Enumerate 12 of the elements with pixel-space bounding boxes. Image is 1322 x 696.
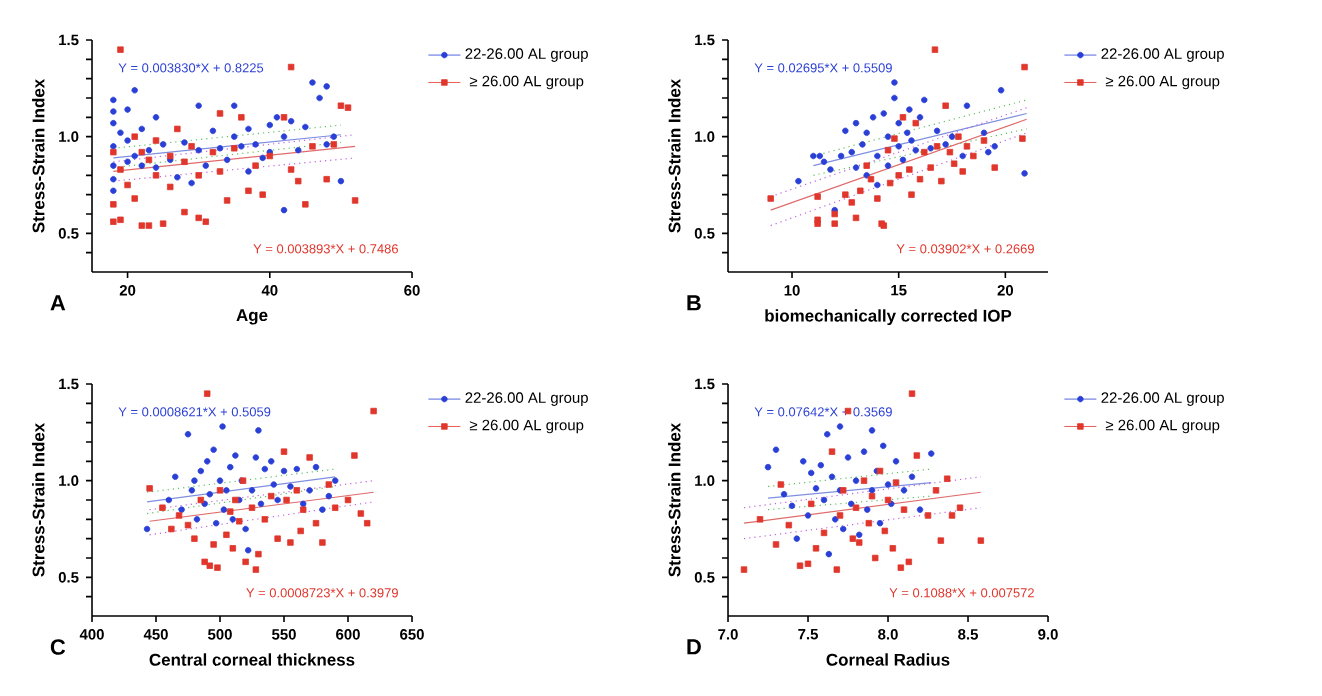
- x-axis-title: Corneal Radius: [826, 653, 950, 666]
- x-axis-title: biomechanically corrected IOP: [765, 309, 1012, 326]
- y-axis-title: Stress-Strain Index: [668, 78, 681, 233]
- x-axis-title: Age: [236, 309, 268, 325]
- y-axis-title: Stress-Strain Index: [32, 78, 45, 233]
- text: B: [687, 295, 701, 311]
- text: D: [687, 639, 701, 655]
- text: C: [50, 639, 66, 655]
- text: A: [50, 295, 66, 311]
- y-axis-title: Stress-Strain Index: [32, 422, 45, 577]
- x-axis-title: Central corneal thickness: [149, 653, 355, 666]
- y-axis-title: Stress-Strain Index: [668, 422, 681, 577]
